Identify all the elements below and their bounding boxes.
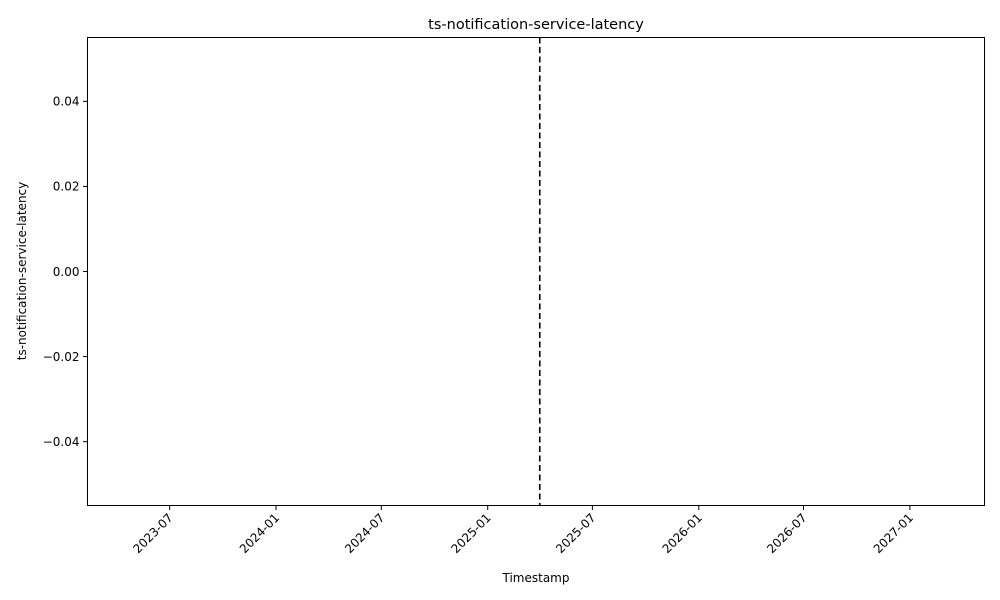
y-tick-label: −0.02 [43,350,80,364]
x-axis: 2023-07 2024-01 2024-07 2025-01 2025-07 2026-… [130,505,916,556]
x-axis-title: Timestamp [502,571,570,585]
x-tick-label: 2024-07 [342,511,387,556]
y-axis-title: ts-notification-service-latency [15,182,29,361]
x-tick-label: 2025-07 [553,511,598,556]
y-axis: 0.04 0.02 0.00 −0.02 −0.04 [43,95,88,449]
x-tick-label: 2027-01 [871,511,916,556]
x-tick-label: 2026-01 [660,511,705,556]
x-tick-label: 2026-07 [764,511,809,556]
y-tick-label: −0.04 [43,435,80,449]
y-tick-label: 0.02 [53,180,80,194]
y-tick-label: 0.04 [53,95,80,109]
plot-area [87,37,985,506]
y-tick-label: 0.00 [53,265,80,279]
x-tick-label: 2025-01 [448,511,493,556]
x-tick-label: 2023-07 [130,511,175,556]
chart-title: ts-notification-service-latency [428,17,644,33]
x-tick-label: 2024-01 [237,511,282,556]
